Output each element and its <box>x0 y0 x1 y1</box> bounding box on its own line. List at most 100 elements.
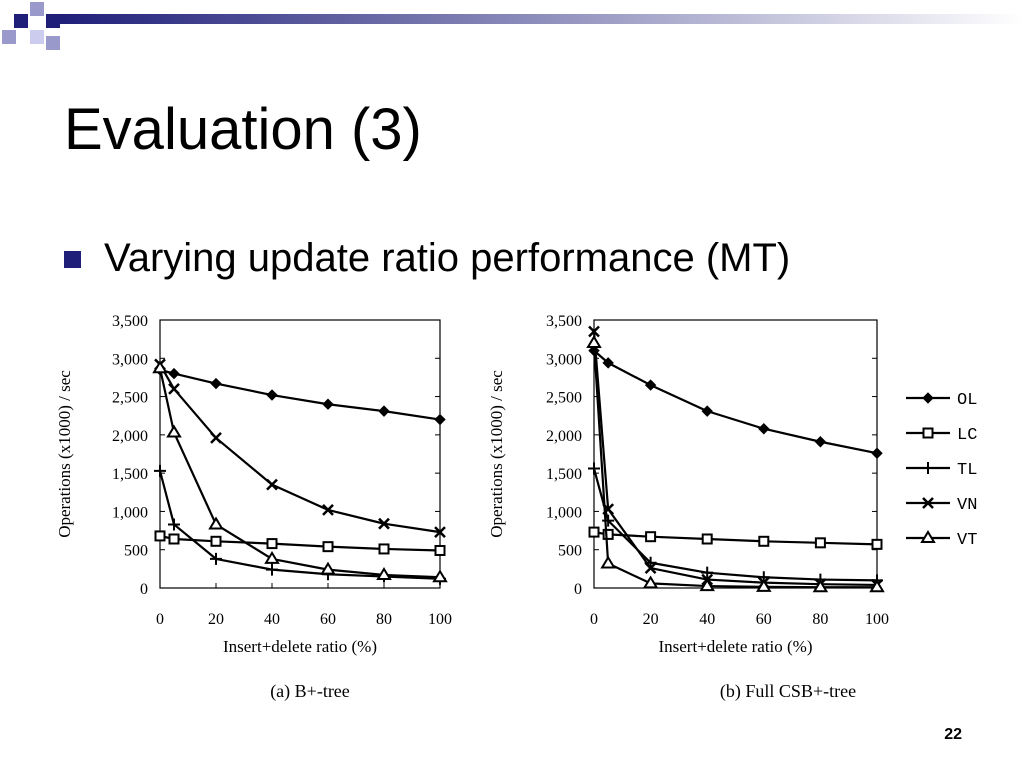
chart-a-series-vn-point <box>378 517 390 530</box>
chart-b-series-vt-point-shape <box>600 555 616 569</box>
chart-a-y-tick-label: 3,500 <box>112 313 148 330</box>
chart-a-caption: (a) B+-tree <box>270 681 350 702</box>
chart-b-series-vt-point-shape <box>869 579 885 593</box>
chart-b-series-vn-line <box>592 331 878 587</box>
chart-a-x-tick-label: 60 <box>320 611 336 628</box>
chart-b-series-lc-point <box>588 526 600 538</box>
chart-b-series-ol-line <box>593 349 878 455</box>
chart-b-series-vt-point <box>756 578 772 592</box>
chart-b-series-ol-point <box>701 405 713 417</box>
chart-b-series-ol-point-shape <box>701 405 713 417</box>
deco-square <box>46 14 60 28</box>
chart-a-y-tick-label: 0 <box>140 581 148 598</box>
chart-b-x-tick-label: 100 <box>865 611 889 628</box>
legend-tl-marker <box>922 462 934 474</box>
chart-a-series-ol-point-shape <box>266 389 278 401</box>
legend-vt-label: VT <box>957 531 977 550</box>
chart-b-series-tl-point-shape <box>701 566 714 579</box>
chart-b-series-lc-line <box>593 531 878 546</box>
chart-b-series-ol-point-shape <box>871 447 883 459</box>
deco-square <box>30 30 44 44</box>
chart-b-series-ol-point-shape <box>814 436 827 448</box>
chart-a-series-ol-point <box>322 398 334 410</box>
chart-a-y-tick-label: 3,000 <box>112 351 148 368</box>
chart-a-series-lc-point <box>266 538 278 550</box>
legend-ol-marker <box>922 392 934 404</box>
chart-b-series-lc-point <box>701 533 713 545</box>
chart-b-series-lc-point-shape <box>814 537 826 549</box>
chart-b-y-tick-label: 3,500 <box>546 313 582 330</box>
chart-b-x-tick-label: 40 <box>699 611 715 628</box>
chart-b-series-lc-point <box>871 538 883 550</box>
chart-b-series-ol-point-shape <box>602 357 614 369</box>
chart-b-y-tick-label: 0 <box>574 581 582 598</box>
chart-a-series-ol-point-shape <box>168 367 180 380</box>
chart-b-series-ol-point <box>602 357 614 369</box>
chart-b-series-lc-point <box>645 531 657 543</box>
legend-vn-marker <box>922 497 934 509</box>
chart-a-series-ol-point-shape <box>378 405 390 417</box>
chart-b-series-tl-point-shape <box>602 514 615 527</box>
chart-a-series-tl-point <box>168 518 180 531</box>
legend-vt-marker-shape <box>920 530 936 543</box>
chart-a-series-lc-point <box>322 541 334 553</box>
chart-a-series-vn-line <box>159 363 441 534</box>
header-decoration <box>2 2 1024 50</box>
chart-b-series-ol-point <box>871 447 883 459</box>
chart-a-series-lc-point <box>168 533 180 545</box>
chart-b-series-lc-point <box>814 537 826 549</box>
chart-a-series-vt-point <box>432 569 448 583</box>
chart-a-plot-frame <box>159 319 441 589</box>
chart-b-series-lc-point-shape <box>645 531 657 543</box>
chart-b-series-vn-point-shape <box>588 325 600 338</box>
chart-a-series-vt-point-shape <box>264 550 280 564</box>
chart-b-series-lc-point <box>602 528 614 540</box>
chart-a-x-tick-label: 80 <box>376 611 392 628</box>
chart-a-series-vn-point <box>210 432 222 444</box>
chart-a-series-vn-point <box>322 504 334 516</box>
deco-square <box>14 14 28 28</box>
chart-a-series-tl-point-shape <box>154 464 166 477</box>
chart-b-y-tick-label: 500 <box>558 543 582 560</box>
chart-a-series-vt-point <box>376 567 392 580</box>
chart-b-series-tl-point <box>701 566 714 579</box>
chart-a-series-lc-point-shape <box>378 543 390 555</box>
bullet-square-icon <box>64 251 81 268</box>
chart-b-series-vt-line <box>592 342 877 589</box>
chart-a-series-vn-point-shape <box>168 383 180 395</box>
chart-b-series-lc-point-shape <box>871 538 883 550</box>
chart-a-x-tick-label: 0 <box>156 611 164 628</box>
chart-b-series-vt-point <box>586 335 602 348</box>
legend-ol-label: OL <box>957 391 977 410</box>
chart-b-series-lc-point <box>758 535 770 547</box>
chart-a-series-vt-point <box>264 550 280 564</box>
legend-vt-marker <box>920 530 936 543</box>
chart-a-series-tl-point-shape <box>210 552 222 565</box>
chart-a-series-ol-point <box>434 413 446 426</box>
chart-a-series-vt-point <box>320 561 336 575</box>
chart-b-x-tick-label: 60 <box>756 611 772 628</box>
chart-b-series-lc-point-shape <box>701 533 713 545</box>
deco-square <box>2 30 16 44</box>
chart-a-series-vt-point-shape <box>208 516 224 530</box>
chart-b-x-tick-label: 0 <box>590 611 598 628</box>
chart-b-series-tl-point-shape <box>588 462 600 475</box>
chart-b-y-tick-label: 2,500 <box>546 390 582 407</box>
chart-a-y-tick-label: 2,000 <box>112 428 148 445</box>
chart-a-series-tl-point <box>210 552 222 565</box>
chart-a-series-vt-point-shape <box>432 569 448 583</box>
chart-b-series-lc-point-shape <box>588 526 600 538</box>
chart-a-series-tl-point <box>266 563 278 576</box>
legend-lc-label: LC <box>957 426 977 445</box>
chart-b-series-tl-line <box>592 468 878 582</box>
chart-b-series-tl-point <box>588 462 600 475</box>
chart-a-series-lc-point <box>434 544 446 556</box>
legend-vn-label: VN <box>957 496 977 515</box>
deco-square <box>30 2 44 16</box>
chart-b-series-vt-point <box>812 579 829 593</box>
deco-square <box>46 36 60 50</box>
chart-a-series-ol-point <box>266 389 278 401</box>
chart-a-series-lc-point-shape <box>210 535 222 547</box>
chart-b-series-lc-point-shape <box>758 535 770 547</box>
legend-tl-marker-shape <box>922 462 934 474</box>
